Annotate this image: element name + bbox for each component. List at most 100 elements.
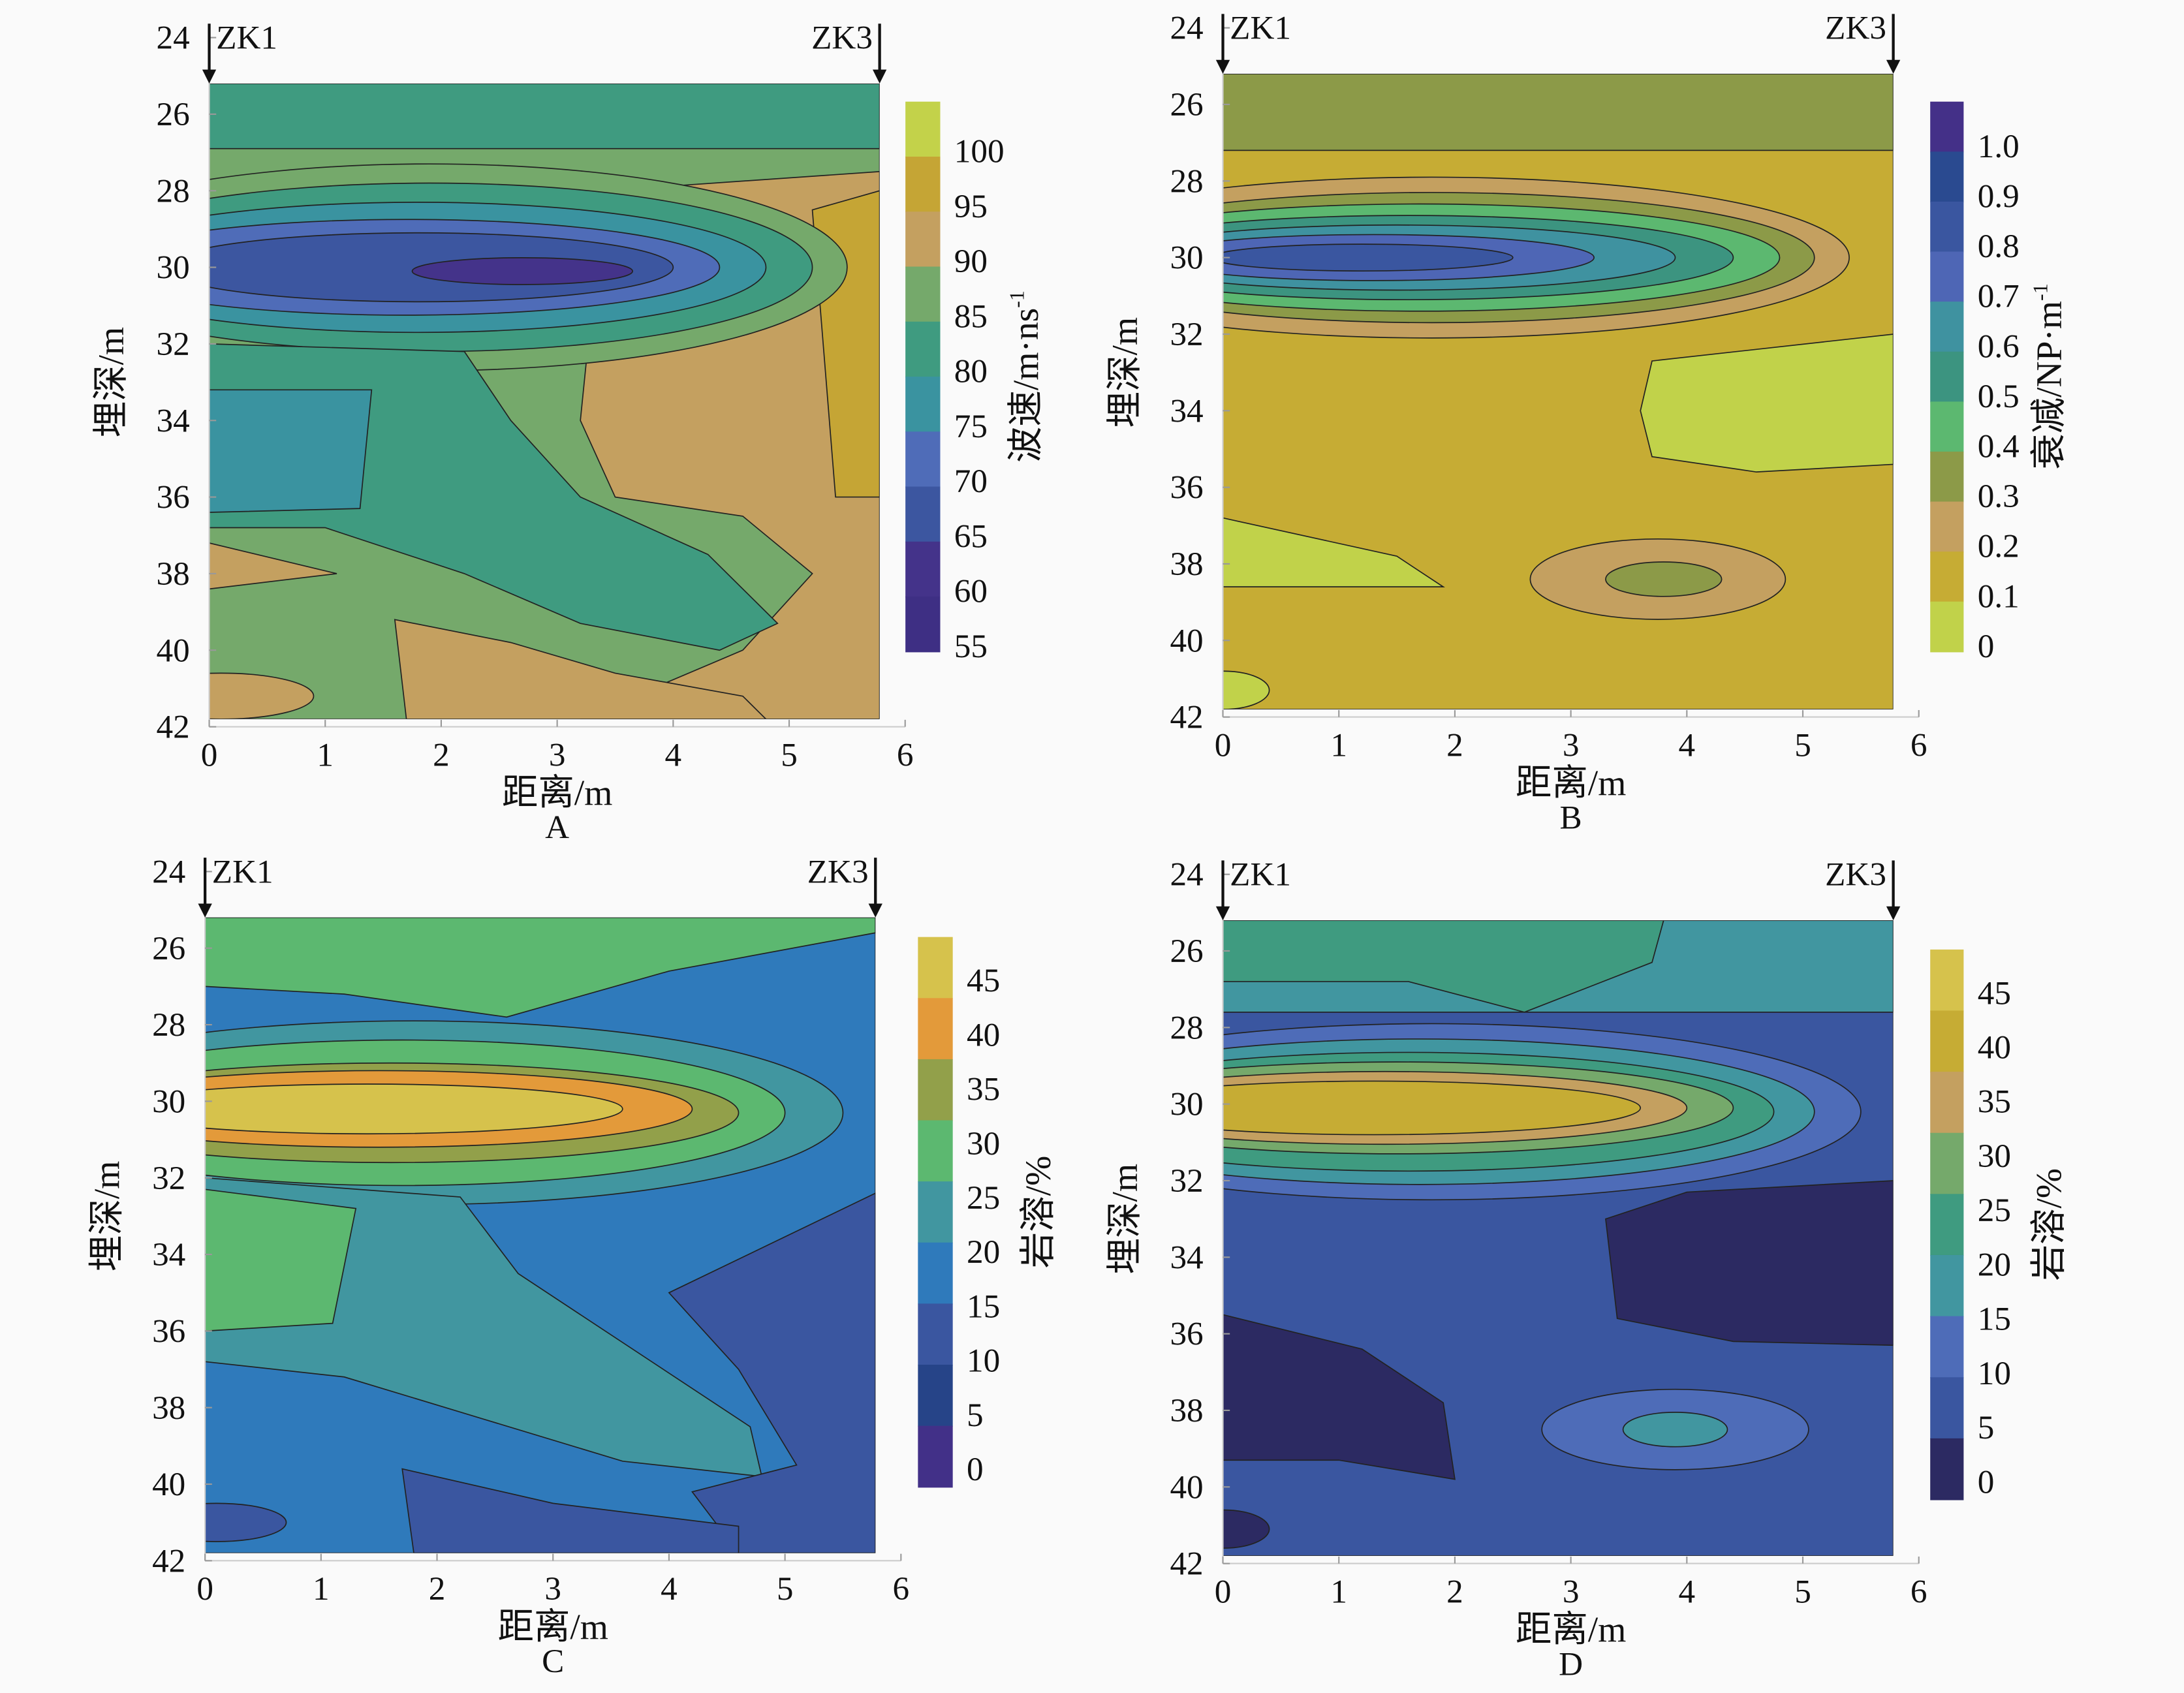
y-tick-label: 40 (156, 632, 189, 669)
panel-label: A (545, 809, 569, 846)
colorbar-segment (1930, 251, 1964, 303)
colorbar-segment (1930, 151, 1964, 202)
contour-region (205, 1188, 357, 1332)
well-label: ZK1 (1230, 856, 1291, 893)
contour-field (1223, 920, 1894, 1556)
contour-region (1223, 1080, 1641, 1136)
colorbar-segment (1930, 949, 1964, 1012)
x-tick-label: 6 (897, 736, 914, 773)
y-tick-label: 32 (1170, 316, 1203, 353)
contour-region (205, 1083, 623, 1135)
colorbar-label-superscript: -1 (1005, 290, 1028, 308)
colorbar-tick-label: 0.9 (1978, 178, 2020, 215)
contour-region (411, 257, 633, 285)
colorbar-tick-label: 45 (1978, 974, 2011, 1012)
colorbar-segment (1930, 401, 1964, 453)
colorbar-segment (1930, 1072, 1964, 1134)
colorbar-tick-label: 10 (1978, 1355, 2011, 1392)
y-tick-label: 26 (152, 930, 185, 967)
contour-region (1604, 1180, 1894, 1346)
colorbar-segment (1930, 551, 1964, 602)
x-tick-label: 5 (1794, 1573, 1811, 1610)
colorbar-label: 岩溶/% (1018, 1156, 1058, 1269)
y-tick-label: 34 (152, 1236, 185, 1273)
y-tick-label: 26 (1170, 933, 1203, 970)
y-tick-label: 38 (156, 555, 189, 593)
y-tick-label: 36 (152, 1312, 185, 1350)
colorbar-segment (1930, 302, 1964, 352)
colorbar-tick-label: 25 (1978, 1192, 2011, 1229)
y-tick-label: 38 (1170, 1392, 1203, 1429)
x-tick-label: 6 (893, 1570, 910, 1608)
x-tick-label: 4 (661, 1570, 678, 1608)
y-tick-label: 24 (152, 853, 185, 890)
y-tick-label: 32 (1170, 1162, 1203, 1200)
panel-label: B (1560, 799, 1582, 836)
x-tick-label: 2 (429, 1570, 446, 1608)
colorbar-label: 衰减/NP·m-1 (2028, 283, 2068, 469)
colorbar-segment (918, 1425, 953, 1488)
x-tick-label: 4 (665, 736, 682, 773)
x-axis-label: 距离/m (498, 1607, 608, 1647)
colorbar-tick-label: 1.0 (1978, 128, 2020, 165)
x-tick-label: 4 (1679, 1573, 1696, 1610)
contour-region (1223, 920, 1664, 1013)
contour-region (1223, 670, 1270, 709)
colorbar-tick-label: 40 (967, 1016, 1000, 1053)
contour-region (209, 542, 337, 590)
y-tick-label: 40 (152, 1466, 185, 1503)
y-axis-label: 埋深/m (1104, 317, 1144, 427)
colorbar-tick-label: 0 (1978, 1463, 1995, 1500)
y-tick-label: 40 (1170, 622, 1203, 659)
x-tick-label: 6 (1911, 726, 1927, 764)
x-tick-label: 3 (544, 1570, 561, 1608)
contour-region (205, 917, 876, 1018)
y-tick-label: 30 (152, 1083, 185, 1120)
y-tick-label: 36 (156, 479, 189, 516)
colorbar-tick-label: 45 (967, 962, 1000, 999)
x-tick-label: 2 (1446, 1573, 1463, 1610)
x-tick-label: 2 (1446, 726, 1463, 764)
y-tick-label: 28 (1170, 1009, 1203, 1046)
y-tick-label: 30 (156, 249, 189, 287)
colorbar-segment (918, 1059, 953, 1121)
colorbar-tick-label: 15 (1978, 1301, 2011, 1338)
y-tick-label: 30 (1170, 1086, 1203, 1123)
colorbar-segment (1930, 1438, 1964, 1500)
colorbar-segment (1930, 451, 1964, 503)
x-tick-label: 0 (196, 1570, 213, 1608)
well-label: ZK3 (807, 853, 869, 890)
contour-region (401, 1468, 740, 1553)
colorbar-segment (918, 1181, 953, 1243)
colorbar-tick-label: 80 (954, 353, 988, 390)
y-tick-label: 28 (1170, 163, 1203, 200)
contour-region (668, 1192, 876, 1553)
contour-region (209, 389, 373, 513)
y-tick-label: 40 (1170, 1468, 1203, 1506)
colorbar-segment (1930, 1377, 1964, 1439)
colorbar-tick-label: 55 (954, 628, 988, 665)
arrow-down-icon (1215, 59, 1230, 74)
arrow-down-icon (198, 903, 212, 918)
colorbar-segment (905, 377, 941, 433)
colorbar-label: 波速/m·ns-1 (1005, 290, 1045, 463)
y-tick-label: 24 (1170, 856, 1203, 893)
colorbar-tick-label: 15 (967, 1288, 1000, 1325)
colorbar-segment (905, 597, 941, 653)
well-label: ZK3 (1825, 10, 1886, 47)
colorbar-segment (1930, 351, 1964, 403)
x-tick-label: 0 (201, 736, 218, 773)
arrow-down-icon (872, 69, 887, 84)
y-tick-label: 28 (152, 1006, 185, 1044)
colorbar-tick-label: 60 (954, 573, 988, 610)
y-tick-label: 36 (1170, 1316, 1203, 1353)
contour-region (1622, 1412, 1728, 1448)
colorbar-segment (1930, 1132, 1964, 1195)
colorbar-segment (918, 998, 953, 1060)
y-tick-label: 32 (156, 326, 189, 363)
y-tick-label: 34 (156, 402, 189, 439)
y-tick-label: 42 (152, 1542, 185, 1579)
colorbar-segment (1930, 601, 1964, 653)
contour-region (1223, 74, 1894, 151)
